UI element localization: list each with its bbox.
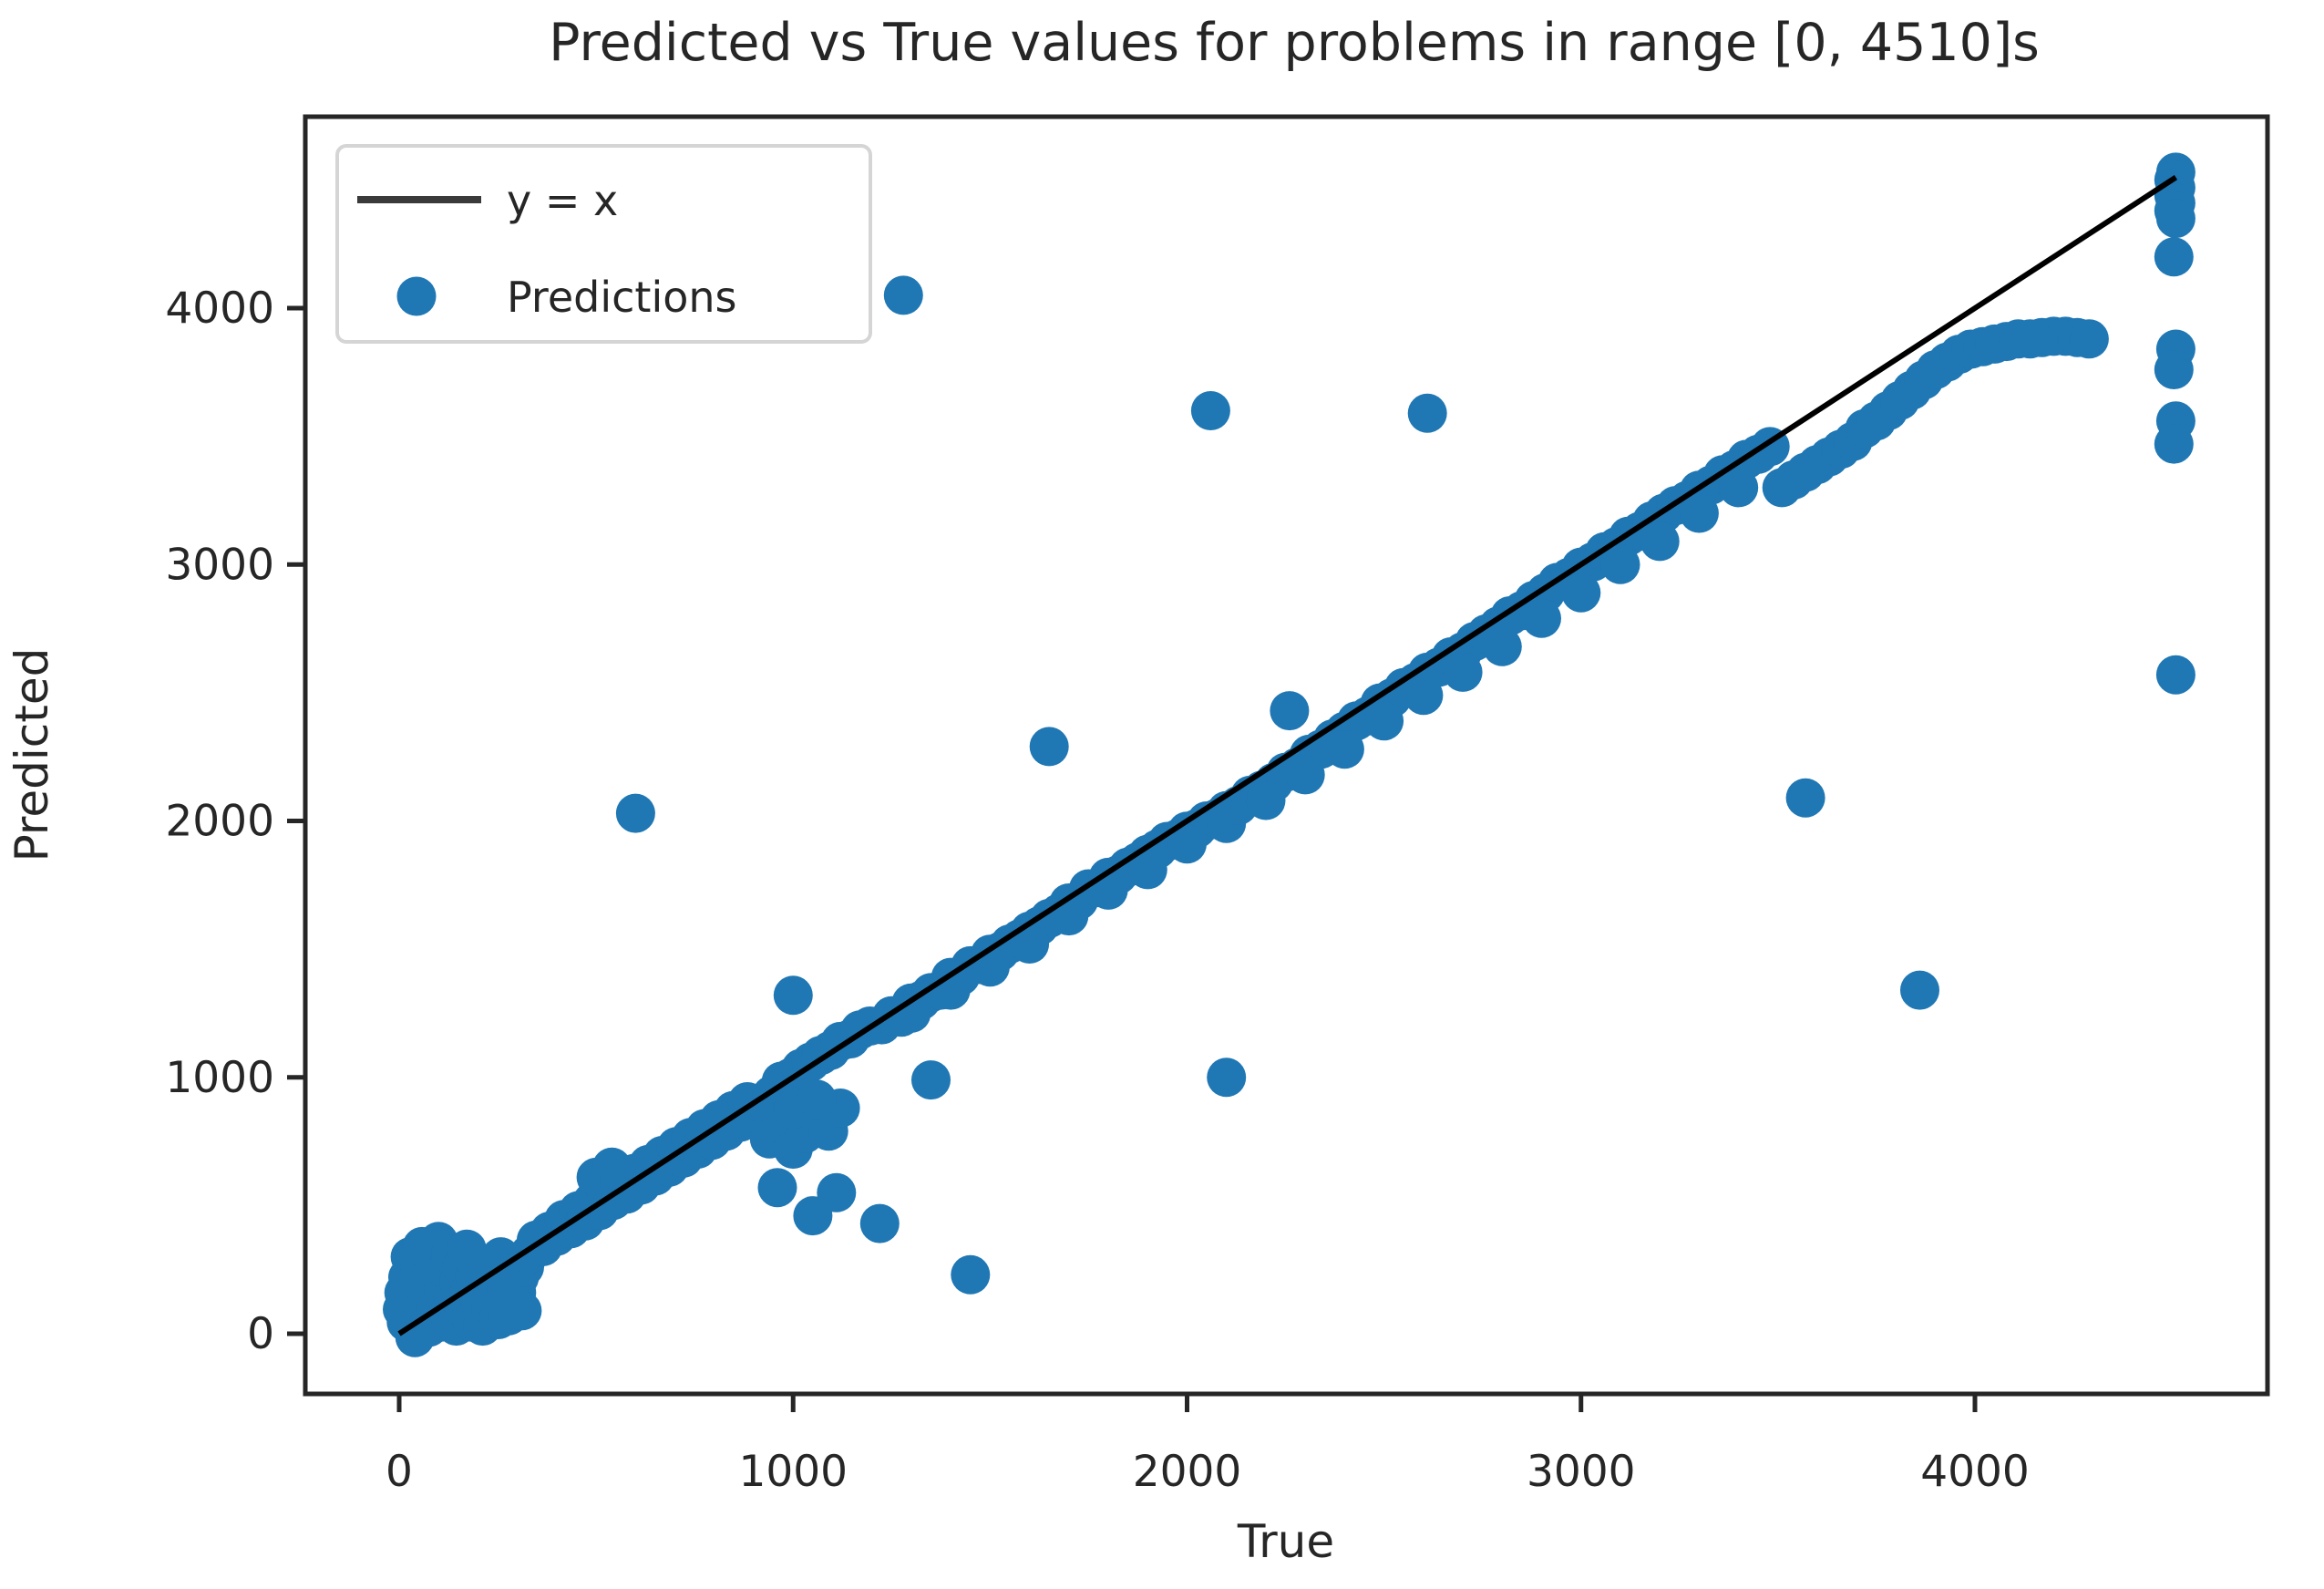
scatter-point <box>502 1291 542 1331</box>
y-tick-label: 2000 <box>165 797 274 847</box>
scatter-point <box>1324 729 1364 769</box>
scatter-point <box>1640 521 1680 562</box>
y-tick-label: 4000 <box>165 284 274 334</box>
legend-marker-icon <box>396 276 437 316</box>
scatter-point <box>2069 319 2109 359</box>
legend-box <box>335 144 872 344</box>
legend: y = x Predictions <box>335 144 872 344</box>
scatter-point <box>1482 626 1522 666</box>
x-tick-label: 2000 <box>1133 1447 1242 1497</box>
scatter-point <box>2154 424 2194 464</box>
scatter-point <box>2155 655 2195 695</box>
legend-label-line: y = x <box>507 176 618 225</box>
scatter-point <box>1207 1058 1247 1098</box>
y-axis-label: Predicted <box>5 648 58 862</box>
x-tick-label: 0 <box>386 1447 413 1497</box>
scatter-point <box>1407 393 1447 433</box>
scatter-point <box>615 793 655 833</box>
scatter-point <box>1029 727 1069 767</box>
scatter-point <box>1364 701 1404 741</box>
scatter-point <box>1167 824 1207 864</box>
y-tick-label: 3000 <box>165 540 274 590</box>
scatter-point <box>1246 780 1286 820</box>
x-tick-label: 4000 <box>1920 1447 2030 1497</box>
scatter-point <box>891 993 931 1033</box>
scatter-point <box>797 1079 837 1120</box>
scatter-point <box>1600 544 1640 584</box>
scatter-point <box>773 975 813 1016</box>
y-tick-label: 0 <box>247 1309 274 1359</box>
scatter-point <box>859 1203 900 1243</box>
scatter-point <box>1010 924 1050 964</box>
scatter-point <box>883 275 923 315</box>
scatter-point <box>817 1172 857 1212</box>
scatter-point <box>1270 691 1310 731</box>
scatter-point <box>1900 970 1939 1010</box>
y-tick-label: 1000 <box>165 1053 274 1103</box>
legend-label-predictions: Predictions <box>507 273 736 322</box>
identity-line <box>397 175 2178 1336</box>
plot-area: 0 1000 2000 3000 4000 0 1000 2000 3000 4000 <box>165 114 2270 1497</box>
scatter-point <box>951 1254 991 1295</box>
scatter-point <box>2154 237 2194 277</box>
x-tick-label: 1000 <box>738 1447 848 1497</box>
scatter-point <box>1443 652 1483 692</box>
scatter-point <box>1719 468 1759 508</box>
scatter-point <box>1785 778 1825 818</box>
scatter-point <box>970 947 1010 987</box>
scatter-point <box>1561 573 1601 613</box>
scatter-point <box>1285 755 1325 795</box>
axes-spines <box>303 114 2270 1397</box>
scatter-point <box>2154 350 2194 389</box>
scatter-point <box>1679 493 1719 533</box>
scatter-point <box>1190 391 1230 430</box>
chart-title: Predicted vs True values for problems in… <box>549 13 2040 73</box>
scatter-point <box>1127 850 1167 890</box>
x-tick-label: 3000 <box>1527 1447 1636 1497</box>
scatter-point <box>1522 598 1561 638</box>
scatter-point <box>911 1060 951 1100</box>
scatter-point <box>2155 199 2195 239</box>
scatter-point <box>1049 896 1089 936</box>
scatter-point <box>757 1168 797 1208</box>
scatter-point <box>1088 870 1128 910</box>
x-axis-label: True <box>1237 1515 1334 1568</box>
